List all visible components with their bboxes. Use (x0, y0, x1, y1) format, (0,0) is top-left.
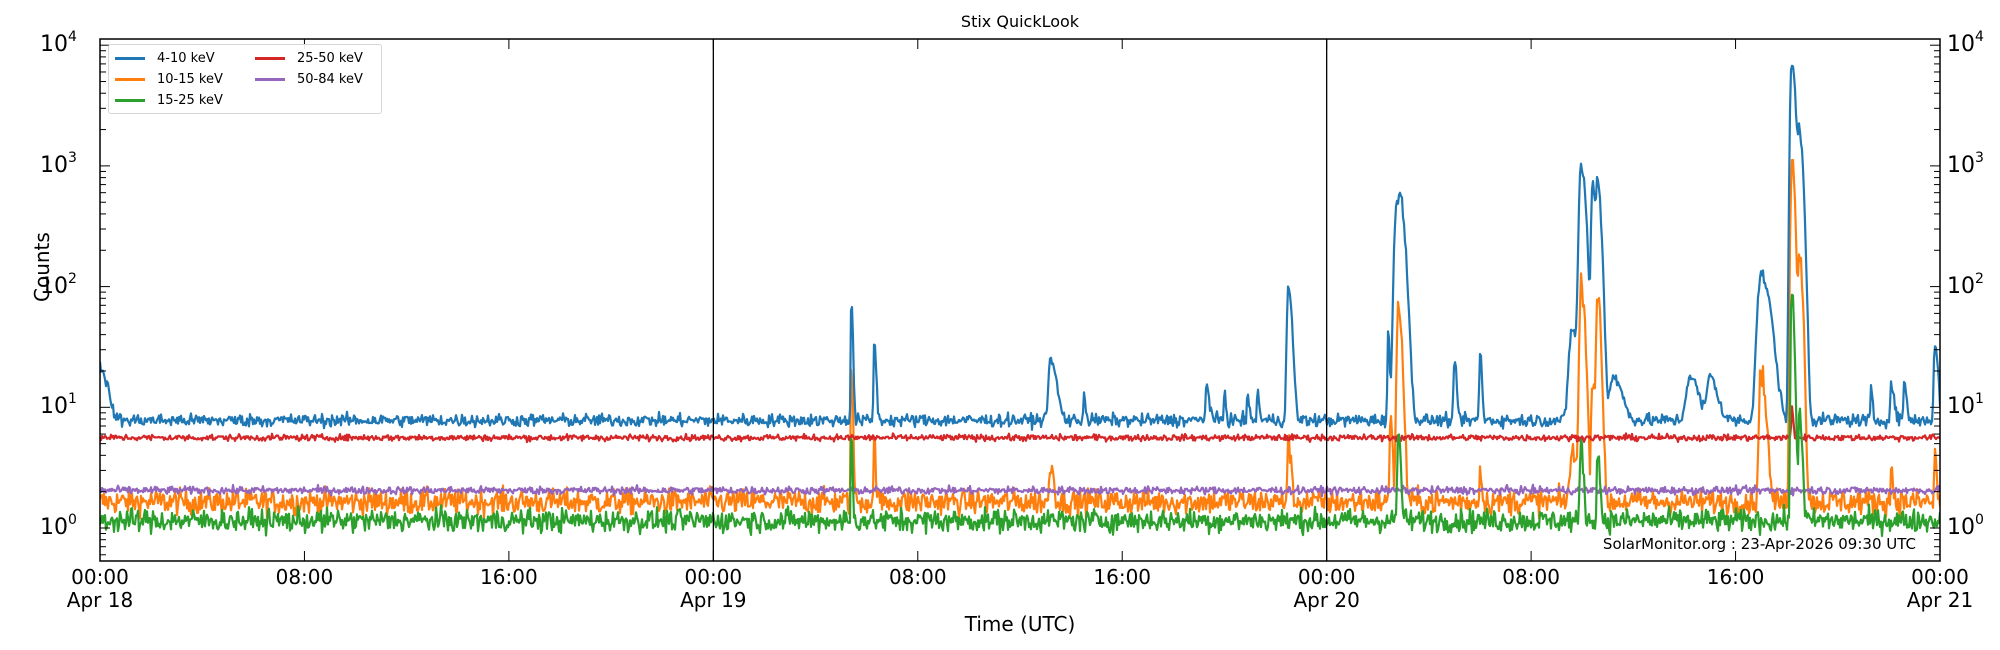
x-tick-label: 00:00 Apr 20 (1293, 565, 1360, 612)
y-tick-label: 100 (40, 512, 77, 540)
series-line (100, 158, 1940, 520)
legend-swatch-icon (115, 77, 145, 81)
legend-label: 10-15 keV (157, 71, 223, 87)
legend-item: 50-84 keV (255, 70, 373, 88)
y-tick-label: 102 (1947, 270, 1984, 299)
legend-label: 15-25 keV (157, 92, 223, 108)
y-tick-label: 103 (40, 149, 77, 178)
series-line (100, 64, 1940, 431)
legend-swatch-icon (115, 56, 145, 60)
legend-item: 4-10 keV (115, 49, 255, 67)
legend-label: 25-50 keV (297, 50, 363, 66)
plot-frame (99, 38, 1941, 562)
legend-swatch-icon (115, 98, 145, 102)
series-line (100, 293, 1940, 538)
legend: 4-10 keV 25-50 keV 10-15 keV 50-84 keV 1… (108, 44, 382, 114)
series-line (100, 483, 1940, 498)
legend-swatch-icon (255, 77, 285, 81)
legend-item: 10-15 keV (115, 70, 255, 88)
legend-item: 25-50 keV (255, 49, 373, 67)
x-tick-label: 08:00 (275, 565, 334, 589)
y-tick-label: 100 (1947, 512, 1984, 540)
legend-swatch-icon (255, 56, 285, 60)
x-tick-label: 16:00 (1093, 565, 1152, 589)
annotation-watermark: SolarMonitor.org : 23-Apr-2026 09:30 UTC (1602, 535, 1916, 553)
chart-title: Stix QuickLook (960, 12, 1080, 31)
y-tick-label: 101 (40, 391, 77, 420)
x-tick-label: 16:00 (480, 565, 538, 589)
y-tick-label: 101 (1947, 391, 1984, 420)
x-tick-label: 00:00 Apr 21 (1906, 565, 1974, 612)
legend-label: 4-10 keV (157, 50, 215, 66)
legend-item: 15-25 keV (115, 91, 255, 109)
x-axis-label: Time (UTC) (964, 612, 1076, 636)
x-tick-label: 00:00 Apr 19 (680, 565, 747, 612)
series-lines (100, 64, 1940, 538)
series-line (100, 405, 1940, 444)
y-tick-label: 104 (1947, 29, 1984, 58)
x-tick-label: 16:00 (1706, 565, 1765, 589)
x-tick-label: 00:00 Apr 18 (66, 565, 134, 612)
x-tick-label: 08:00 (1502, 565, 1560, 589)
y-tick-label: 104 (40, 29, 77, 58)
y-tick-label: 102 (40, 270, 77, 299)
y-tick-label: 103 (1947, 149, 1984, 178)
x-tick-label: 08:00 (888, 565, 947, 589)
legend-label: 50-84 keV (297, 71, 363, 87)
